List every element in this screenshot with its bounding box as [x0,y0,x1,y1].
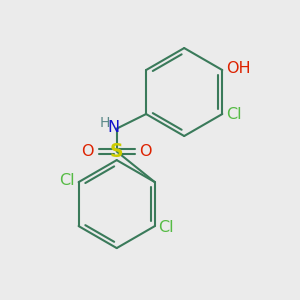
Text: Cl: Cl [226,106,242,122]
Text: OH: OH [226,61,250,76]
Text: N: N [107,120,119,135]
Text: S: S [110,142,124,161]
Text: Cl: Cl [59,173,75,188]
Text: Cl: Cl [158,220,174,235]
Text: O: O [82,144,94,159]
Text: O: O [139,144,152,159]
Text: H: H [100,116,110,130]
